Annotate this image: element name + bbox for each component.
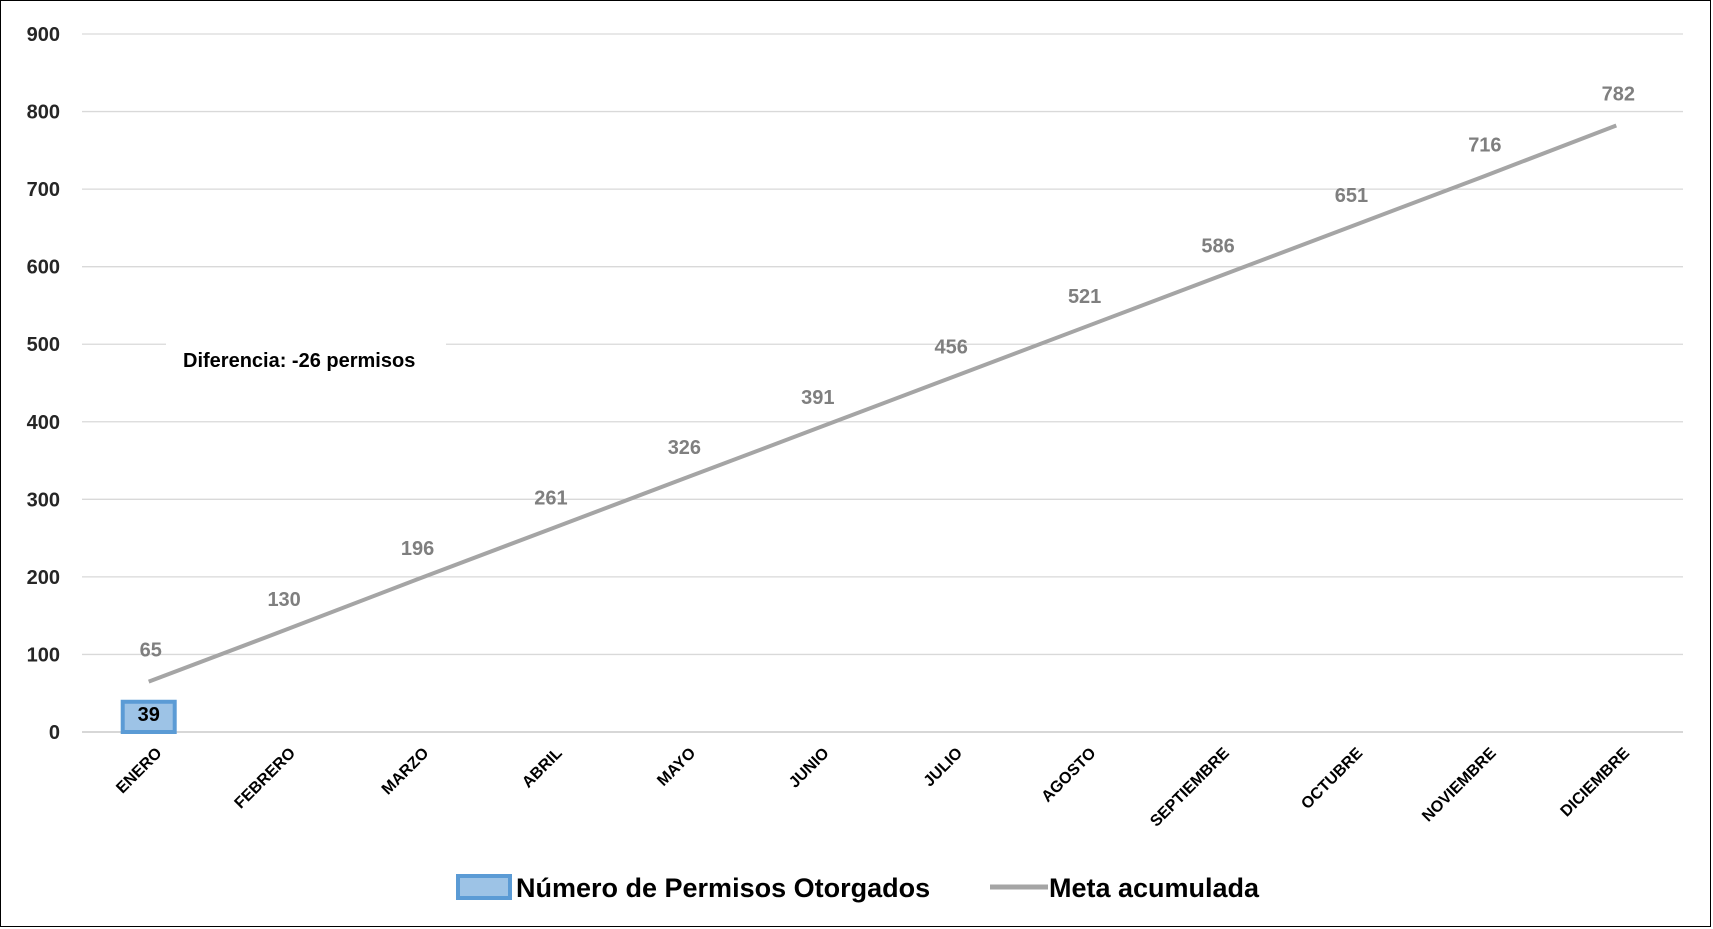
difference-annotation: Diferencia: -26 permisos <box>183 350 415 372</box>
x-tick-label: ENERO <box>113 745 165 797</box>
bar <box>120 699 177 735</box>
y-axis-ticks: 0 100 200 300 400 500 600 700 800 900 <box>27 24 60 744</box>
x-axis-ticks: ENERO FEBRERO MARZO ABRIL MAYO JUNIO JULIO AGOS… <box>113 745 1633 831</box>
line-data-label: 196 <box>401 538 434 560</box>
y-tick-label: 300 <box>27 489 60 511</box>
line-data-label: 65 <box>140 640 162 662</box>
legend-label-bars: Número de Permisos Otorgados <box>516 873 930 903</box>
line-data-label: 782 <box>1602 84 1635 106</box>
line-data-label: 651 <box>1335 185 1368 207</box>
line-data-label: 261 <box>534 488 567 510</box>
x-tick-label: JULIO <box>921 745 966 790</box>
x-tick-label: ABRIL <box>519 745 566 792</box>
x-tick-label: OCTUBRE <box>1298 745 1366 813</box>
x-tick-label: AGOSTO <box>1039 745 1100 806</box>
y-tick-label: 0 <box>49 722 60 744</box>
line-series: 65 130 196 261 326 391 456 521 586 651 716 782 <box>140 84 1635 684</box>
legend: Número de Permisos Otorgados Meta acumul… <box>456 873 1260 903</box>
bar-series: 39 <box>120 699 177 735</box>
legend-label-line: Meta acumulada <box>1049 873 1260 903</box>
line-data-label: 521 <box>1068 286 1101 308</box>
x-tick-label: MARZO <box>379 745 432 798</box>
legend-swatch-bars <box>456 874 512 900</box>
y-tick-label: 400 <box>27 412 60 434</box>
x-tick-label: SEPTIEMBRE <box>1147 745 1233 831</box>
line-data-label: 391 <box>801 387 834 409</box>
x-tick-label: NOVIEMBRE <box>1419 745 1500 826</box>
x-tick-label: JUNIO <box>786 745 833 792</box>
y-tick-label: 100 <box>27 644 60 666</box>
y-tick-label: 200 <box>27 567 60 589</box>
y-tick-label: 700 <box>27 179 60 201</box>
line-data-label: 586 <box>1201 236 1234 258</box>
gridlines <box>82 33 1683 733</box>
line-data-label: 326 <box>668 437 701 459</box>
line-data-label: 456 <box>935 336 968 358</box>
line-data-label: 716 <box>1468 135 1501 157</box>
y-tick-label: 600 <box>27 257 60 279</box>
x-tick-label: MAYO <box>654 745 699 790</box>
x-tick-label: DICIEMBRE <box>1558 745 1634 821</box>
x-tick-label: FEBRERO <box>232 745 299 812</box>
line-data-label: 130 <box>267 589 300 611</box>
y-tick-label: 500 <box>27 334 60 356</box>
y-tick-label: 800 <box>27 102 60 124</box>
bar-data-label: 39 <box>138 704 160 726</box>
y-tick-label: 900 <box>27 24 60 46</box>
annotation-background <box>166 342 446 376</box>
meta-line <box>148 123 1618 684</box>
